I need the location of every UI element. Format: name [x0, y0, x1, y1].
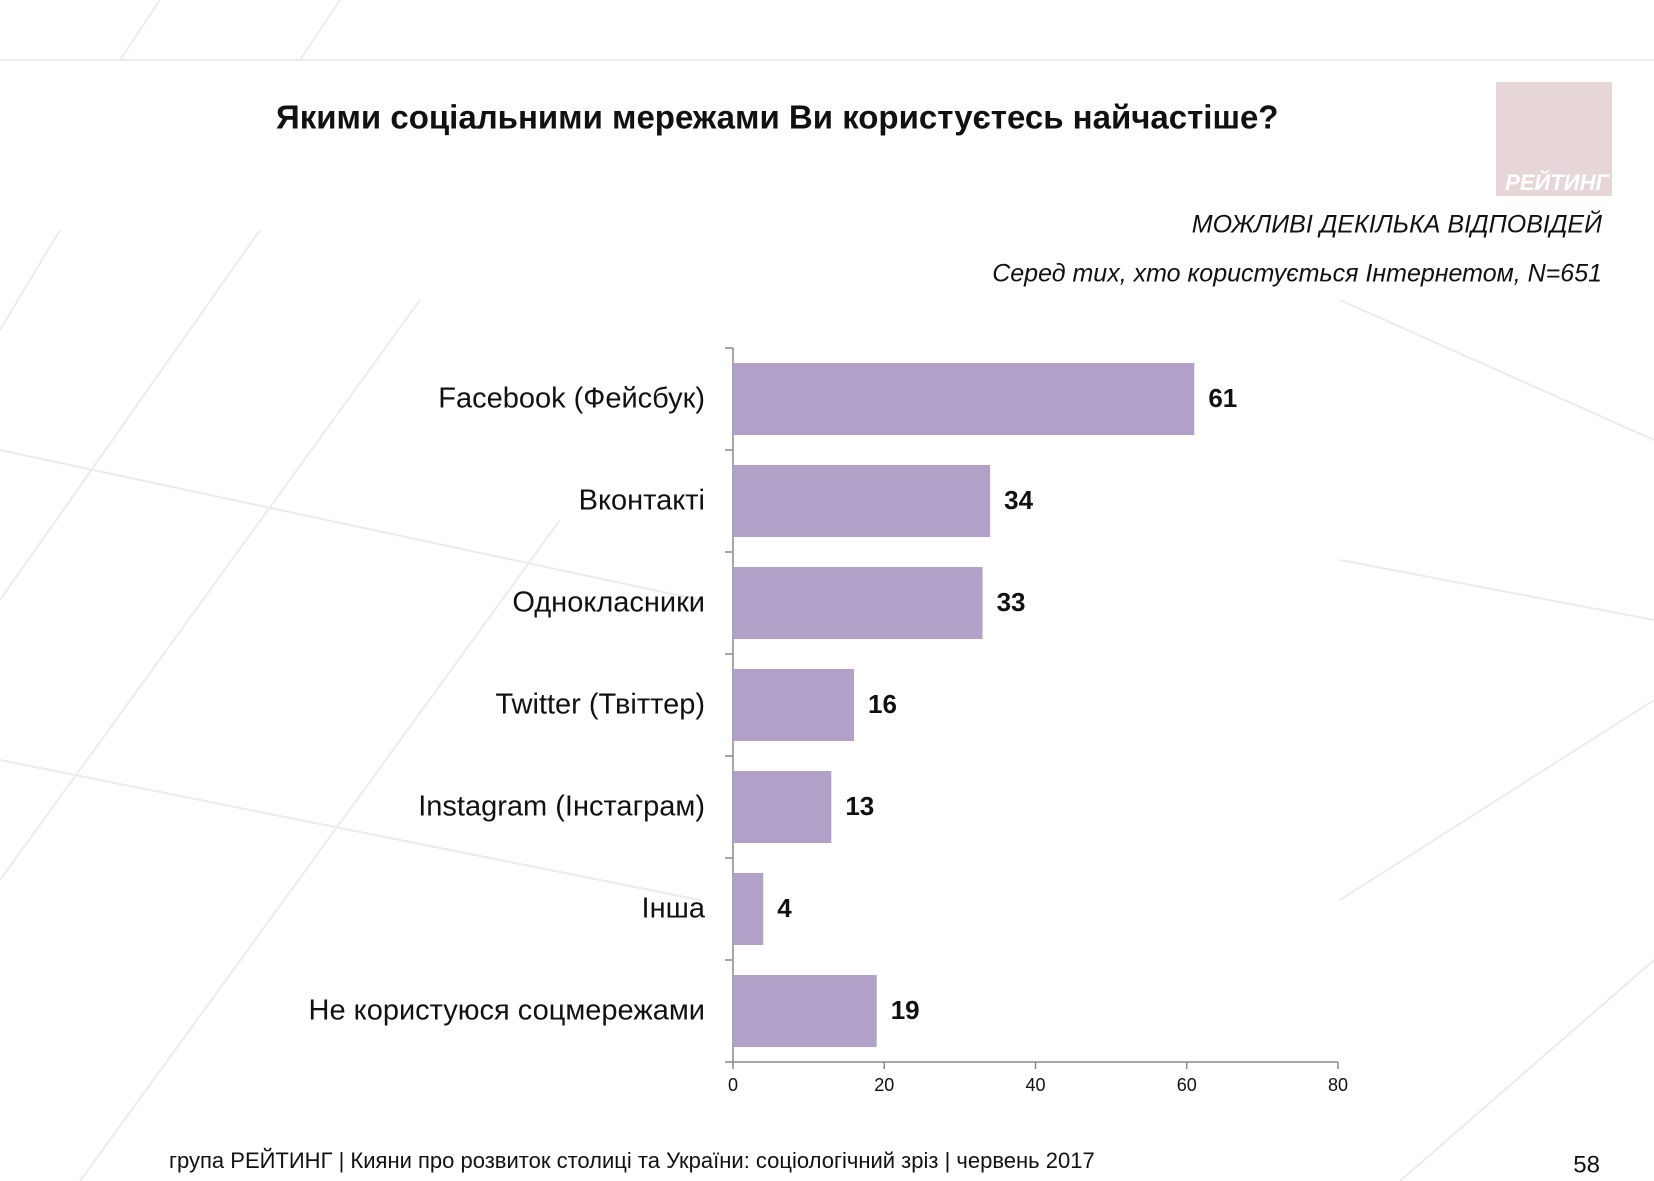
y-tick-label: Вконтакті: [579, 485, 705, 517]
x-tick-label: 0: [728, 1075, 738, 1095]
value-label: 19: [891, 995, 920, 1025]
value-label: 33: [997, 587, 1026, 617]
y-tick-label: Інша: [642, 893, 706, 925]
value-label: 4: [777, 893, 792, 923]
value-label: 13: [845, 791, 874, 821]
footer: група РЕЙТИНГ | Кияни про розвиток столи…: [169, 1148, 1095, 1173]
note: МОЖЛИВІ ДЕКІЛЬКА ВІДПОВІДЕЙ: [1192, 209, 1602, 239]
logo-box: [1496, 82, 1612, 196]
bar: [733, 771, 832, 843]
y-tick-label: Twitter (Твіттер): [495, 689, 705, 721]
value-label: 34: [1004, 485, 1033, 515]
x-tick-label: 20: [874, 1075, 894, 1095]
chart-title: Якими соціальними мережами Ви користуєте…: [276, 99, 1278, 136]
logo: РЕЙТИНГ: [1505, 169, 1610, 195]
bar: [733, 975, 877, 1047]
note: Серед тих, хто користується Інтернетом, …: [992, 260, 1602, 288]
bar: [733, 669, 854, 741]
bar: [733, 465, 991, 537]
x-tick-label: 80: [1328, 1075, 1348, 1095]
y-tick-label: Не користуюся соцмережами: [309, 995, 705, 1027]
page-number: 58: [1573, 1151, 1600, 1178]
bar: [733, 873, 764, 945]
y-tick-label: Однокласники: [512, 587, 705, 619]
value-label: 61: [1208, 383, 1237, 413]
y-tick-label: Facebook (Фейсбук): [438, 383, 705, 415]
bar: [733, 363, 1195, 435]
x-tick-label: 60: [1177, 1075, 1197, 1095]
x-tick-label: 40: [1025, 1075, 1045, 1095]
y-tick-label: Instagram (Інстаграм): [418, 791, 705, 823]
bar: [733, 567, 983, 639]
value-label: 16: [868, 689, 897, 719]
